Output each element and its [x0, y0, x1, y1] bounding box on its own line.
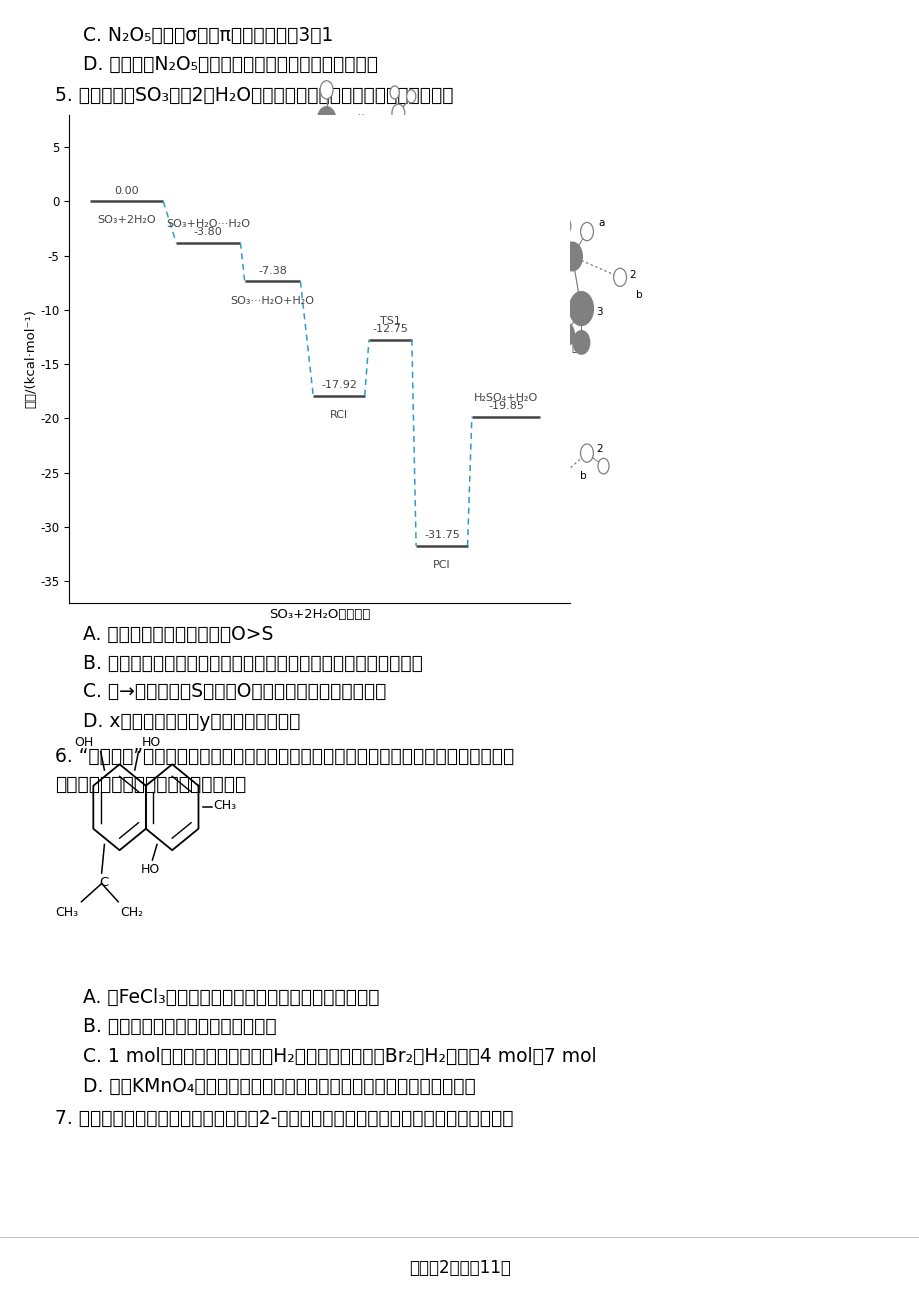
Circle shape	[154, 426, 169, 447]
Text: C. N₂O₅分子中σ键与π键数目之比为3：1: C. N₂O₅分子中σ键与π键数目之比为3：1	[83, 26, 333, 46]
Circle shape	[539, 467, 563, 501]
Text: 3: 3	[344, 469, 350, 479]
Circle shape	[562, 242, 582, 271]
Circle shape	[391, 104, 404, 122]
Text: 5. 研究表明，SO₃结兠2个H₂O反应的势能图如下图。下列分析错误的是: 5. 研究表明，SO₃结兠2个H₂O反应的势能图如下图。下列分析错误的是	[55, 86, 453, 105]
Text: C. 甲→乙过程中，S原子和O原子的杂化方式均发生改变: C. 甲→乙过程中，S原子和O原子的杂化方式均发生改变	[83, 682, 386, 702]
Text: PCl: PCl	[433, 560, 450, 570]
Text: 甲: 甲	[330, 569, 337, 582]
Circle shape	[390, 86, 399, 99]
Circle shape	[317, 107, 335, 133]
Text: a: a	[312, 409, 318, 419]
Circle shape	[310, 490, 328, 516]
Circle shape	[297, 447, 315, 473]
Circle shape	[580, 444, 593, 462]
Circle shape	[297, 470, 315, 496]
Circle shape	[569, 292, 593, 326]
Text: a: a	[561, 430, 567, 440]
Text: SO₃···H₂O+H₂O: SO₃···H₂O+H₂O	[231, 296, 314, 306]
Text: 乙: 乙	[571, 341, 578, 354]
Circle shape	[573, 331, 589, 354]
Circle shape	[338, 125, 351, 143]
Circle shape	[533, 504, 550, 527]
Circle shape	[326, 492, 345, 518]
Text: 7. 最新科技报道了一种高效的催化氧刖2-丙醇制备丙酮的方法，反应机理如图。下列说法: 7. 最新科技报道了一种高效的催化氧刖2-丙醇制备丙酮的方法，反应机理如图。下列…	[55, 1109, 513, 1129]
Text: b: b	[635, 290, 641, 301]
Text: B. 两个水分子的作用不同，其中一个为反应物，另外一个是催化剂: B. 两个水分子的作用不同，其中一个为反应物，另外一个是催化剂	[83, 654, 422, 673]
Circle shape	[137, 370, 148, 385]
Circle shape	[520, 484, 537, 508]
Circle shape	[597, 458, 608, 474]
Text: 丙: 丙	[553, 582, 561, 595]
Text: HO: HO	[142, 736, 161, 749]
Text: OH: OH	[74, 736, 94, 749]
Circle shape	[153, 409, 164, 424]
Text: TS1: TS1	[380, 315, 401, 326]
Text: 1: 1	[550, 249, 557, 259]
Text: 3: 3	[596, 307, 602, 318]
Text: CH₃: CH₃	[55, 906, 78, 919]
Circle shape	[528, 445, 544, 469]
Text: a: a	[597, 217, 604, 228]
Text: 3: 3	[536, 482, 542, 492]
Text: CH₃: CH₃	[213, 799, 236, 812]
Text: D. x为分子间氢键，y为分子间静电作用: D. x为分子间氢键，y为分子间静电作用	[83, 712, 300, 732]
Text: C: C	[98, 876, 108, 889]
Y-axis label: 能量/(kcal·mol⁻¹): 能量/(kcal·mol⁻¹)	[24, 310, 37, 408]
Text: b: b	[579, 471, 586, 482]
Text: 试卷第2页，共11页: 试卷第2页，共11页	[409, 1259, 510, 1277]
Text: ···x···: ···x···	[347, 112, 375, 122]
Text: b: b	[360, 453, 367, 464]
Text: 2: 2	[596, 444, 602, 454]
Circle shape	[613, 268, 626, 286]
Circle shape	[317, 454, 341, 488]
Circle shape	[557, 217, 570, 236]
Text: SO₃+2H₂O: SO₃+2H₂O	[97, 215, 156, 225]
Circle shape	[557, 323, 573, 346]
Text: 1: 1	[290, 424, 297, 435]
Text: -17.92: -17.92	[321, 380, 357, 391]
Circle shape	[134, 392, 151, 415]
Circle shape	[130, 435, 144, 456]
Text: 6. “人文奥运”的一个重要体现是坚决反对运动员服用兴奋剂。某种兴奋剂的结构简式如图: 6. “人文奥运”的一个重要体现是坚决反对运动员服用兴奋剂。某种兴奋剂的结构简式…	[55, 747, 514, 767]
Text: 1: 1	[519, 435, 526, 445]
Text: D. 滚入KMnO₄酸性溶液，观察到紫色袒去，能证明结构中存在碳碳双键: D. 滚入KMnO₄酸性溶液，观察到紫色袒去，能证明结构中存在碳碳双键	[83, 1077, 475, 1096]
Text: 2: 2	[629, 270, 635, 280]
Circle shape	[549, 303, 565, 327]
Text: 所示，下列有关该物质的说法正确的是: 所示，下列有关该物质的说法正确的是	[55, 775, 246, 794]
Text: A. 第一电离能和电负性均为O>S: A. 第一电离能和电负性均为O>S	[83, 625, 273, 644]
Text: H₂SO₄+H₂O: H₂SO₄+H₂O	[473, 393, 538, 402]
Circle shape	[520, 461, 537, 484]
Circle shape	[550, 506, 566, 530]
Text: -7.38: -7.38	[258, 266, 287, 276]
Circle shape	[406, 90, 415, 103]
Circle shape	[301, 125, 314, 143]
Text: B. 该分子中的所有碳原子一定共平面: B. 该分子中的所有碳原子一定共平面	[83, 1017, 276, 1036]
Text: y: y	[132, 426, 140, 439]
Text: 0.00: 0.00	[115, 186, 139, 195]
Text: -12.75: -12.75	[372, 324, 408, 335]
Text: RCl: RCl	[330, 410, 347, 421]
Circle shape	[352, 427, 365, 445]
Text: CH₂: CH₂	[119, 906, 143, 919]
Circle shape	[542, 242, 555, 260]
Text: -3.80: -3.80	[194, 227, 222, 237]
Circle shape	[301, 421, 313, 439]
Text: SO₃+H₂O···H₂O: SO₃+H₂O···H₂O	[166, 219, 250, 229]
Circle shape	[320, 81, 333, 99]
Text: 2: 2	[368, 427, 374, 437]
Text: -31.75: -31.75	[424, 530, 460, 540]
Circle shape	[530, 431, 543, 449]
X-axis label: SO₃+2H₂O反应势能: SO₃+2H₂O反应势能	[268, 608, 370, 621]
Text: HO: HO	[141, 863, 160, 876]
Circle shape	[121, 409, 132, 424]
Text: C. 1 mol该物质分别与濃溨水和H₂反应时，最多消耗Br₂和H₂分别为4 mol、7 mol: C. 1 mol该物质分别与濃溨水和H₂反应时，最多消耗Br₂和H₂分别为4 m…	[83, 1047, 596, 1066]
Circle shape	[176, 422, 187, 437]
Text: A. 遇FeCl₃溶液显紫色，因为该物质与苯酚属于同系物: A. 遇FeCl₃溶液显紫色，因为该物质与苯酚属于同系物	[83, 988, 379, 1008]
Text: -19.85: -19.85	[488, 401, 524, 411]
Circle shape	[580, 223, 593, 241]
Text: D. 根据气态N₂O₅分子结构的对称性可知为非极性分子: D. 根据气态N₂O₅分子结构的对称性可知为非极性分子	[83, 55, 378, 74]
